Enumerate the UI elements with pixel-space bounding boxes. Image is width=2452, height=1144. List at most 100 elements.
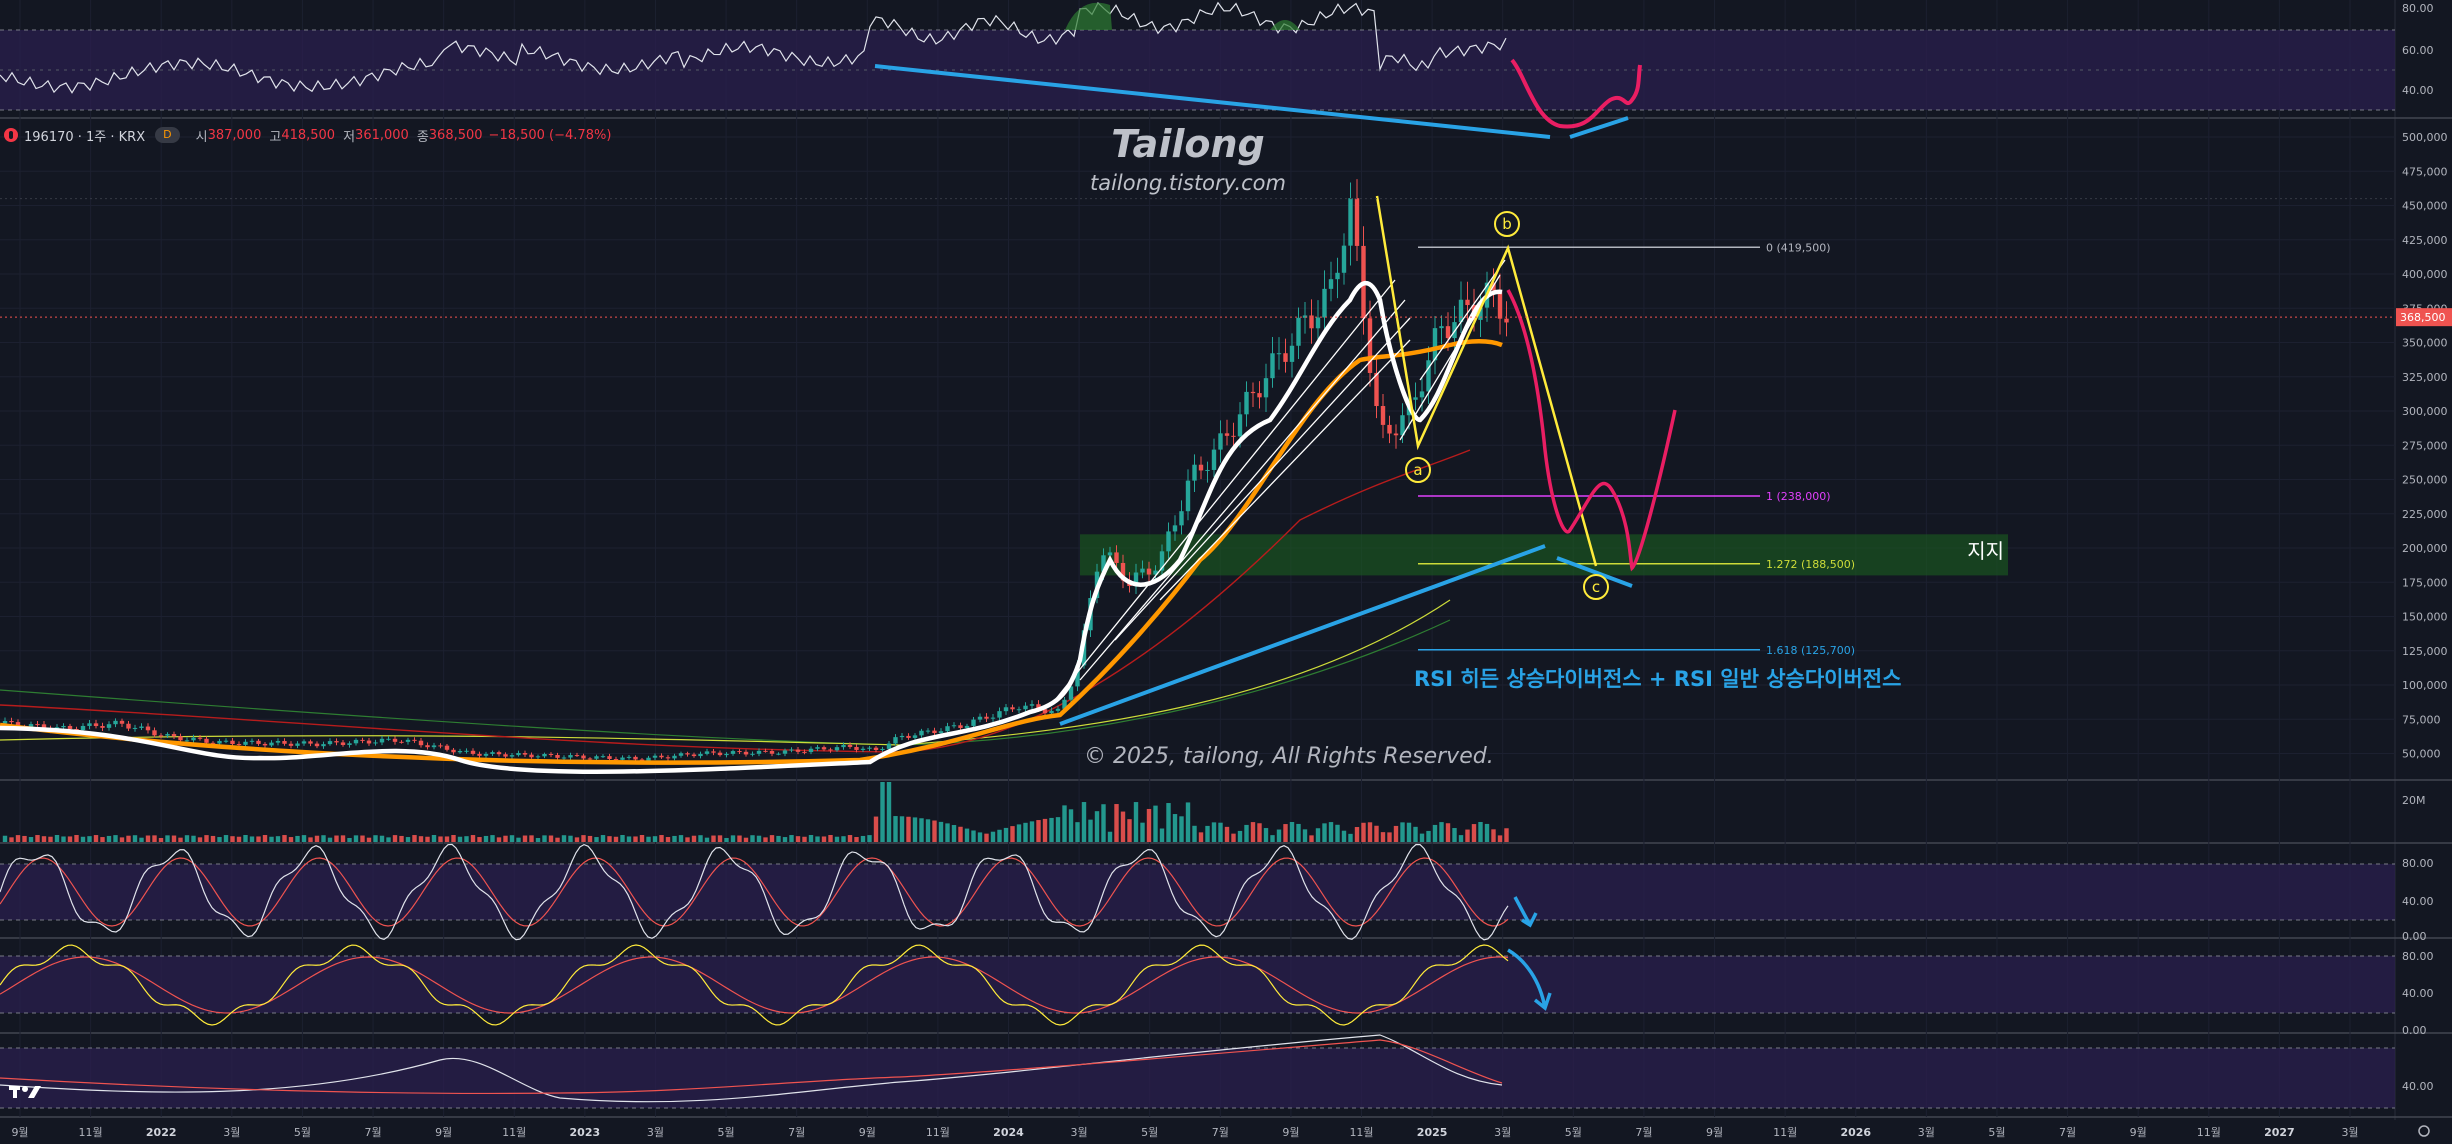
volume-bar	[217, 837, 222, 842]
volume-bar	[847, 835, 853, 842]
candle-body	[555, 755, 560, 758]
volume-bar	[698, 835, 703, 842]
volume-bar	[776, 835, 781, 842]
candle-body	[1185, 480, 1191, 512]
candle-body	[178, 736, 183, 741]
price-tick: 275,000	[2402, 439, 2448, 452]
candle-body	[633, 756, 638, 760]
volume-bar	[854, 837, 859, 842]
volume-bar	[80, 836, 86, 842]
volume-bar	[1205, 825, 1210, 842]
volume-bar	[139, 837, 144, 842]
time-tick: 5월	[717, 1126, 734, 1139]
volume-bar	[1354, 827, 1360, 842]
candle-body	[724, 753, 729, 756]
candle-body	[1107, 552, 1113, 556]
candle-body	[906, 735, 911, 738]
volume-bar	[373, 835, 378, 842]
candle-body	[1478, 307, 1483, 320]
volume-bar	[340, 835, 346, 842]
candle-body	[1426, 360, 1431, 392]
volume-bar	[808, 835, 814, 842]
volume-bar	[1361, 822, 1366, 842]
volume-bar	[1107, 831, 1113, 842]
volume-bar	[886, 782, 892, 842]
wave-label-circle	[1583, 574, 1609, 600]
volume-bar	[717, 835, 723, 842]
candle-body	[249, 740, 255, 742]
tradingview-logo[interactable]	[8, 1082, 44, 1106]
candle-body	[1068, 686, 1074, 700]
candle-body	[600, 756, 606, 758]
volume-bar	[678, 835, 684, 842]
candle-body	[210, 742, 216, 744]
stoch1-signal-line	[0, 857, 1509, 927]
symbol-title[interactable]: 196170 · 1주 · KRX	[24, 129, 146, 145]
candle-body	[574, 755, 580, 757]
divergence-text: RSI 히든 상승다이버전스 + RSI 일반 상승다이버전스	[1414, 667, 1901, 691]
volume-bar	[1484, 823, 1490, 842]
rsi-top-line	[0, 1, 1507, 94]
volume-bar	[386, 837, 391, 842]
candle-body	[100, 726, 105, 728]
volume-bar	[1439, 822, 1444, 842]
timeframe-pill[interactable]: D	[155, 127, 180, 143]
volume-bar	[256, 836, 261, 842]
volume-bar	[1497, 835, 1503, 842]
volume-bar	[769, 835, 775, 842]
volume-bar	[1023, 822, 1028, 842]
volume-bar	[1309, 835, 1314, 842]
volume-bar	[1010, 826, 1015, 842]
candle-body	[1263, 378, 1269, 398]
volume-bar	[1166, 803, 1171, 842]
osc3-signal-line	[0, 1039, 1503, 1095]
candle-body	[841, 744, 846, 748]
candle-body	[477, 753, 482, 756]
price-tick: 425,000	[2402, 234, 2448, 247]
volume-bar	[165, 835, 170, 842]
candle-body	[834, 747, 840, 751]
volume-bar	[1393, 825, 1399, 842]
candle-body	[1166, 531, 1171, 552]
candle-body	[730, 751, 736, 754]
volume-bar	[1036, 820, 1041, 842]
candle-body	[1497, 290, 1503, 319]
volume-bar	[61, 836, 66, 842]
candle-body	[28, 724, 34, 728]
volume-bar	[321, 835, 326, 842]
volume-bar	[1471, 824, 1477, 842]
time-tick: 9월	[11, 1126, 28, 1139]
settings-gear-icon	[2418, 1125, 2430, 1137]
candle-body	[197, 737, 203, 739]
volume-bar	[951, 825, 957, 842]
volume-bar	[1146, 808, 1152, 842]
candle-body	[886, 743, 892, 749]
volume-bar	[1211, 822, 1217, 842]
volume-bar	[412, 835, 417, 842]
volume-bar	[1419, 833, 1425, 842]
volume-bar	[1185, 802, 1191, 842]
osc3-line	[0, 1034, 1503, 1103]
volume-bar	[1400, 822, 1405, 842]
volume-bar	[1348, 833, 1353, 842]
candle-body	[334, 741, 339, 743]
fib-label: 0 (419,500)	[1766, 241, 1831, 254]
volume-bar	[379, 835, 385, 842]
volume-bar	[1198, 832, 1204, 842]
candle-body	[132, 727, 138, 729]
candle-body	[1055, 708, 1061, 711]
candle-body	[1276, 353, 1282, 355]
volume-bar	[581, 835, 586, 842]
time-tick: 11월	[1349, 1126, 1373, 1139]
candle-body	[1367, 318, 1373, 373]
volume-bar	[1049, 817, 1054, 842]
volume-bar	[269, 836, 274, 842]
stoch2-tick: 40.00	[2402, 987, 2434, 1000]
candle-body	[1153, 570, 1158, 575]
candle-body	[1335, 272, 1340, 280]
volume-bar	[594, 837, 599, 842]
volume-bar	[1270, 835, 1275, 842]
volume-bar	[308, 837, 313, 842]
candle-body	[269, 742, 274, 746]
